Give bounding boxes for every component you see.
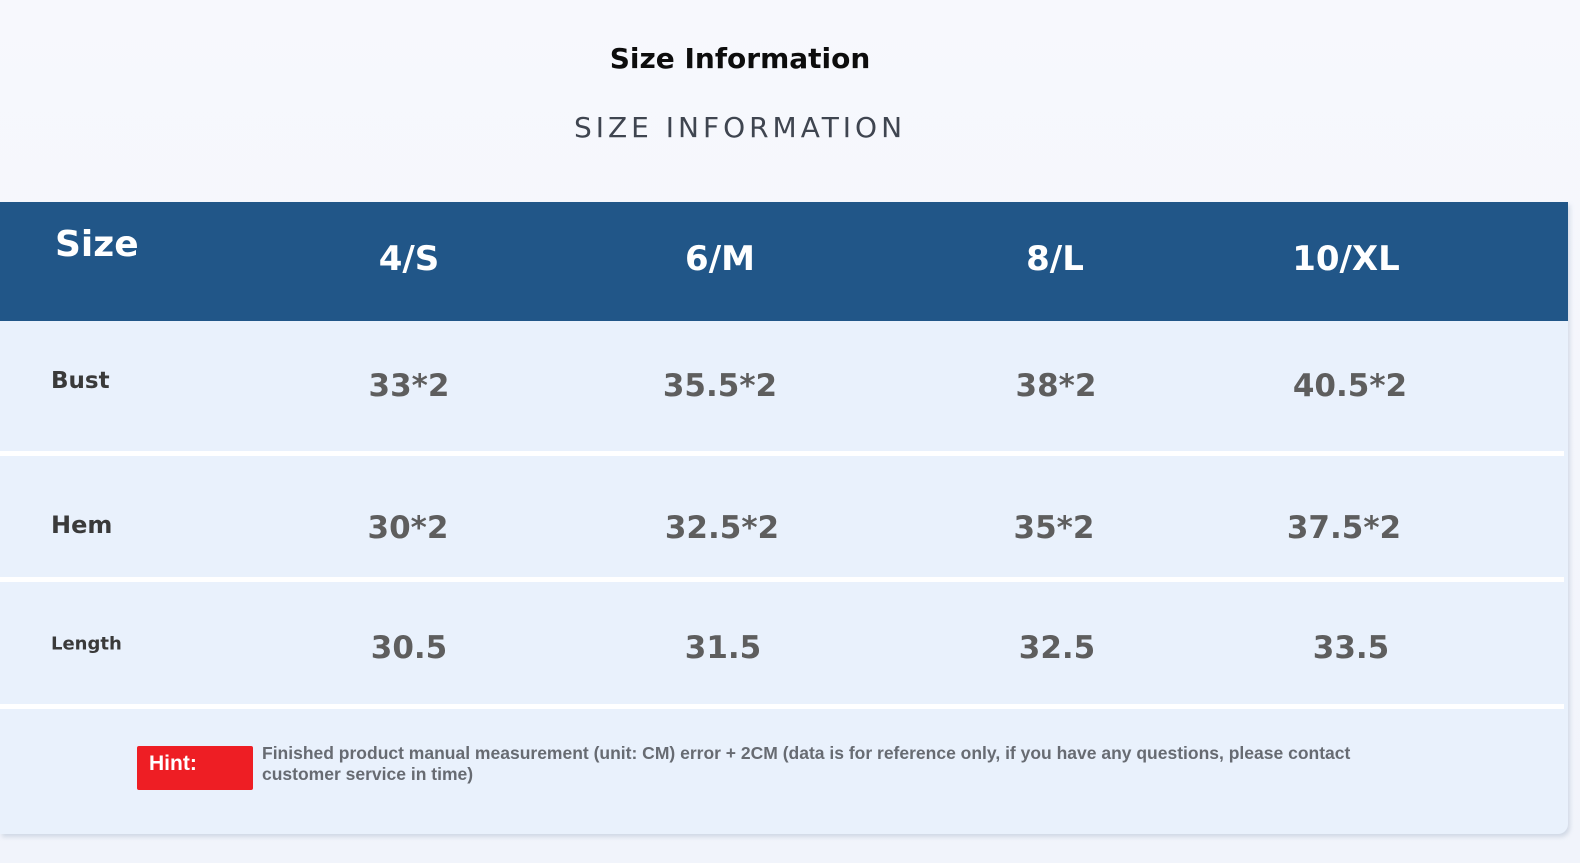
table-cell: 35*2 bbox=[1013, 510, 1095, 546]
table-cell: 40.5*2 bbox=[1292, 368, 1408, 404]
row-label: Length bbox=[51, 633, 122, 655]
size-header-row: Size 4/S 6/M 8/L 10/XL bbox=[0, 202, 1568, 321]
size-col-header: 8/L bbox=[1026, 239, 1084, 279]
size-col-header: 6/M bbox=[685, 239, 755, 279]
table-cell: 32.5*2 bbox=[664, 510, 780, 546]
titles-section: Size Information SIZE INFORMATION bbox=[0, 0, 1480, 200]
hint-text: Finished product manual measurement (uni… bbox=[262, 743, 1351, 784]
table-cell: 32.5 bbox=[1018, 630, 1096, 666]
size-col-header: 10/XL bbox=[1292, 239, 1400, 279]
table-row-bust: Bust 33*2 35.5*2 38*2 40.5*2 bbox=[0, 321, 1568, 451]
hint-section: Hint: Finished product manual measuremen… bbox=[0, 710, 1568, 834]
row-label: Hem bbox=[51, 511, 113, 539]
table-cell: 33.5 bbox=[1312, 630, 1390, 666]
row-divider bbox=[0, 577, 1564, 582]
page-title: Size Information bbox=[609, 42, 871, 75]
table-cell: 37.5*2 bbox=[1286, 510, 1402, 546]
table-cell: 33*2 bbox=[368, 368, 450, 404]
row-label: Bust bbox=[51, 368, 110, 394]
table-row-length: Length 30.5 31.5 32.5 33.5 bbox=[0, 583, 1568, 704]
table-cell: 31.5 bbox=[684, 630, 762, 666]
size-col-header: 4/S bbox=[378, 239, 440, 279]
table-cell: 38*2 bbox=[1015, 368, 1097, 404]
hint-badge: Hint: bbox=[137, 746, 253, 790]
table-row-hem: Hem 30*2 32.5*2 35*2 37.5*2 bbox=[0, 457, 1568, 577]
size-header-label: Size bbox=[55, 224, 139, 265]
table-cell: 35.5*2 bbox=[662, 368, 778, 404]
table-cell: 30.5 bbox=[370, 630, 448, 666]
row-divider bbox=[0, 704, 1564, 709]
hint-label: Hint: bbox=[149, 752, 197, 775]
row-divider bbox=[0, 451, 1564, 456]
size-table-card: Size 4/S 6/M 8/L 10/XL Bust 33*2 35.5*2 … bbox=[0, 202, 1568, 834]
table-cell: 30*2 bbox=[367, 510, 449, 546]
page-subtitle: SIZE INFORMATION bbox=[573, 111, 907, 144]
